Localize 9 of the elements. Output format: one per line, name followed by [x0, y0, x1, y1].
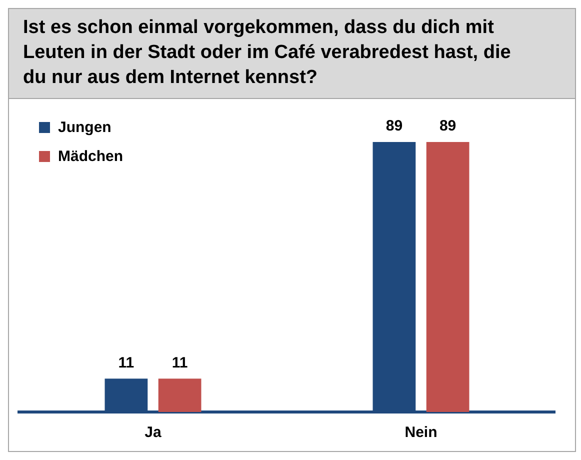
- x-tick-label: Ja: [144, 424, 162, 442]
- data-label: 89: [439, 118, 456, 135]
- data-label: 11: [118, 354, 134, 372]
- data-label: 11: [172, 354, 188, 372]
- x-tick-label: Nein: [404, 424, 438, 442]
- data-label: 89: [386, 118, 403, 135]
- legend-label: Mädchen: [58, 148, 124, 165]
- legend-label: Jungen: [58, 119, 112, 136]
- chart-title: Ist es schon einmal vorgekommen, dass du dich mit Leuten in der Stadt oder im Café verabredest hast, die du nur aus dem Internet kennst?: [9, 9, 575, 99]
